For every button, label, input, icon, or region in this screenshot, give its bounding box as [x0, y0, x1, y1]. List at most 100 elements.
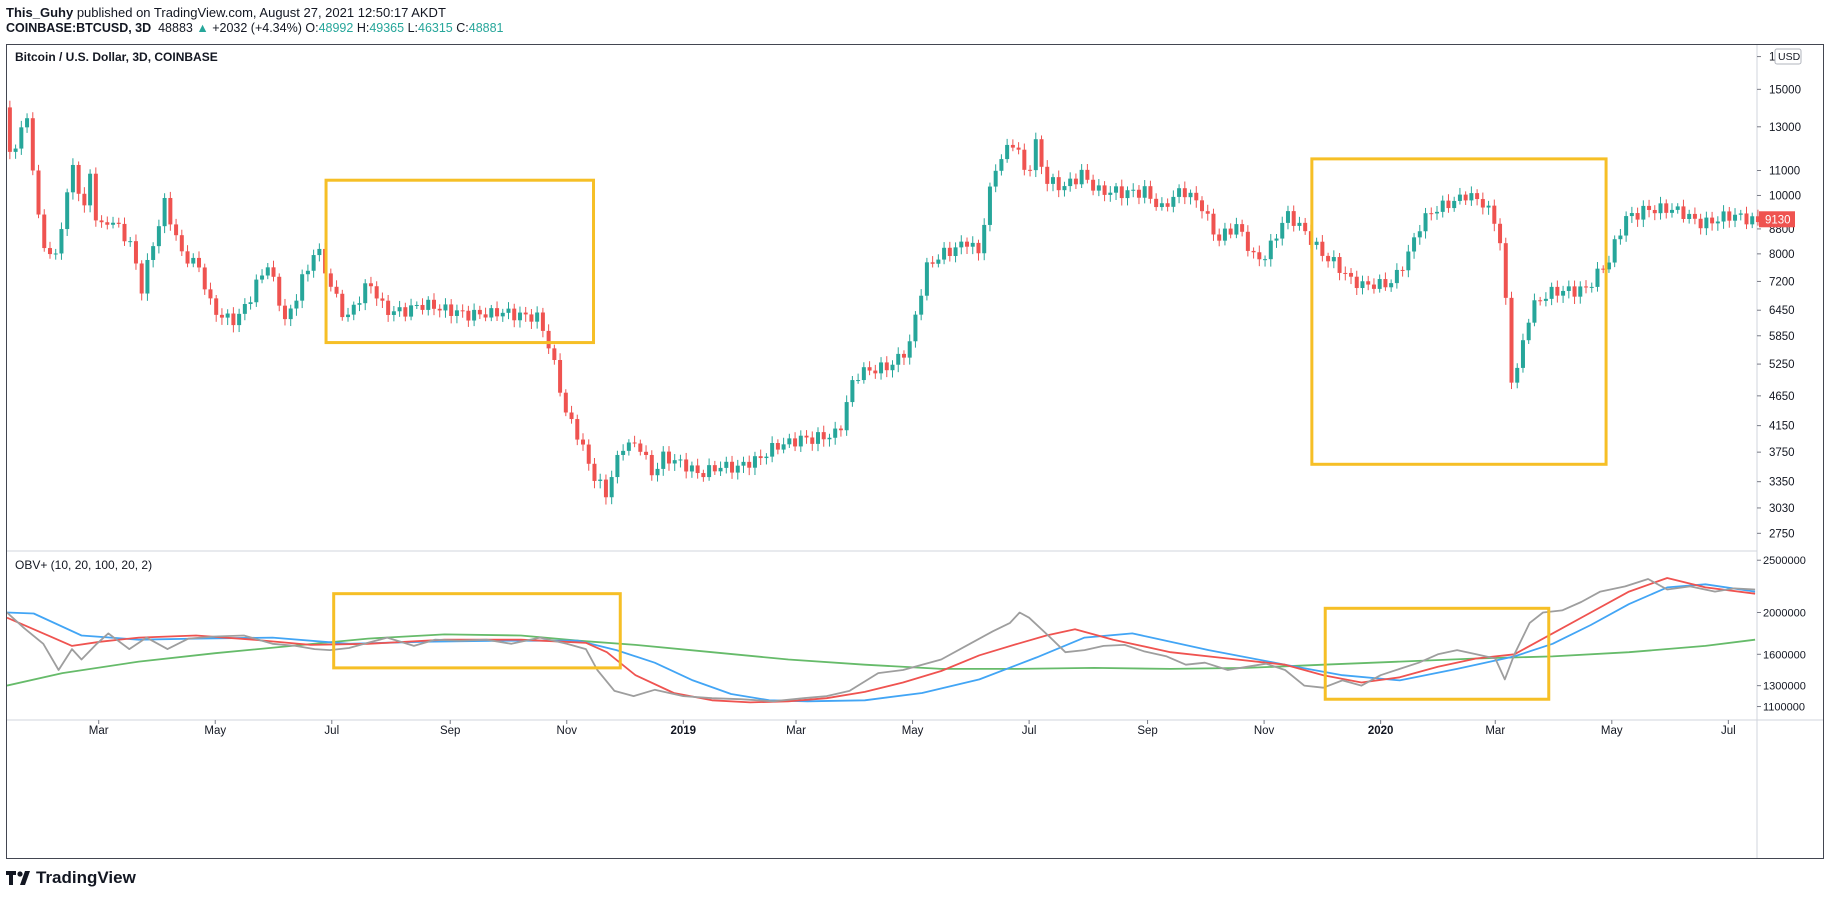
candle — [1549, 282, 1554, 306]
candle-body — [53, 253, 58, 255]
candles — [7, 100, 1760, 505]
candle — [334, 280, 339, 298]
candle — [787, 433, 792, 448]
candle-body — [30, 118, 35, 171]
candle-body — [1658, 203, 1663, 214]
obv-fast-ma-line — [7, 577, 1756, 704]
candle — [644, 445, 649, 460]
candle-body — [1457, 194, 1462, 201]
candle-body — [758, 456, 763, 459]
candle — [993, 164, 998, 193]
candle-body — [1744, 213, 1749, 225]
chart-container[interactable]: Bitcoin / U.S. Dollar, 3D, COINBASE 2750 3… — [6, 44, 1824, 859]
candle — [1033, 132, 1038, 178]
candle — [1561, 285, 1566, 303]
candle — [718, 461, 723, 476]
candle-body — [764, 456, 769, 459]
candle — [311, 249, 316, 278]
candle-body — [1142, 186, 1147, 198]
candle — [317, 243, 322, 262]
candle-body — [265, 267, 270, 276]
chart-canvas[interactable]: Bitcoin / U.S. Dollar, 3D, COINBASE 2750 3… — [7, 45, 1823, 858]
candle-body — [294, 300, 299, 309]
candle-body — [1383, 279, 1388, 288]
candle — [403, 302, 408, 322]
candle — [1114, 182, 1119, 200]
candle-body — [833, 428, 838, 438]
candle-body — [47, 248, 52, 255]
candle — [1285, 205, 1290, 230]
candle-body — [1733, 214, 1738, 221]
candle-body — [1085, 169, 1090, 180]
candle — [7, 100, 12, 160]
candle — [1079, 164, 1084, 189]
candle — [752, 451, 757, 476]
candle — [1475, 189, 1480, 206]
candle-body — [1704, 217, 1709, 229]
candle-body — [363, 283, 368, 304]
author-name[interactable]: This_Guhy — [6, 5, 74, 20]
time-tick-label: Nov — [557, 725, 578, 737]
candle — [815, 427, 820, 452]
candle — [449, 299, 454, 324]
candle — [1486, 200, 1491, 215]
candle — [1555, 280, 1560, 303]
candle — [254, 274, 259, 307]
candle — [162, 193, 167, 234]
candle-body — [1486, 205, 1491, 208]
candle-body — [1188, 192, 1193, 198]
candle-body — [386, 300, 391, 315]
obv-line — [7, 578, 1756, 703]
candle-body — [540, 312, 545, 331]
candle — [1595, 262, 1600, 292]
candle — [655, 462, 660, 482]
candle — [1222, 222, 1227, 246]
candle — [879, 357, 884, 380]
candle-body — [1096, 185, 1101, 191]
candle-body — [334, 286, 339, 294]
candle — [1297, 216, 1302, 231]
candle — [730, 455, 735, 479]
symbol-label[interactable]: COINBASE:BTCUSD, 3D — [6, 21, 152, 35]
candle — [1675, 203, 1680, 214]
candle — [174, 218, 179, 241]
candle — [1234, 217, 1239, 239]
publish-date: published on TradingView.com, August 27,… — [76, 5, 446, 20]
candle-body — [959, 241, 964, 248]
candle-body — [747, 461, 752, 468]
candle-body — [884, 362, 889, 371]
candle-body — [1056, 177, 1061, 191]
candle-body — [1222, 228, 1227, 241]
candle-body — [1618, 235, 1623, 240]
candle — [1744, 206, 1749, 230]
candle — [575, 414, 580, 446]
time-tick-label: May — [902, 725, 924, 737]
candle-body — [420, 304, 425, 310]
candle-body — [1434, 211, 1439, 214]
candle-body — [1154, 198, 1159, 208]
candle-body — [1624, 216, 1629, 236]
candle — [695, 458, 700, 479]
candle — [775, 439, 780, 455]
candle-body — [793, 438, 798, 447]
candle-body — [999, 159, 1004, 171]
candle — [340, 289, 345, 321]
candle — [1492, 199, 1497, 232]
candle-body — [873, 370, 878, 374]
candle — [1377, 274, 1382, 293]
candle — [1303, 217, 1308, 235]
candle — [517, 306, 522, 328]
candle-body — [500, 312, 505, 317]
candle-body — [1343, 272, 1348, 274]
candle-body — [1337, 257, 1342, 273]
candle — [1314, 237, 1319, 250]
price-tick-label: 7200 — [1769, 276, 1795, 288]
candle-body — [798, 435, 803, 447]
candle — [1681, 199, 1686, 223]
time-tick-label: Jul — [1022, 725, 1037, 737]
candle-body — [431, 299, 436, 309]
candle — [810, 431, 815, 451]
candle — [540, 307, 545, 338]
candle-body — [1710, 217, 1715, 224]
tradingview-brand[interactable]: TradingView — [6, 868, 136, 888]
